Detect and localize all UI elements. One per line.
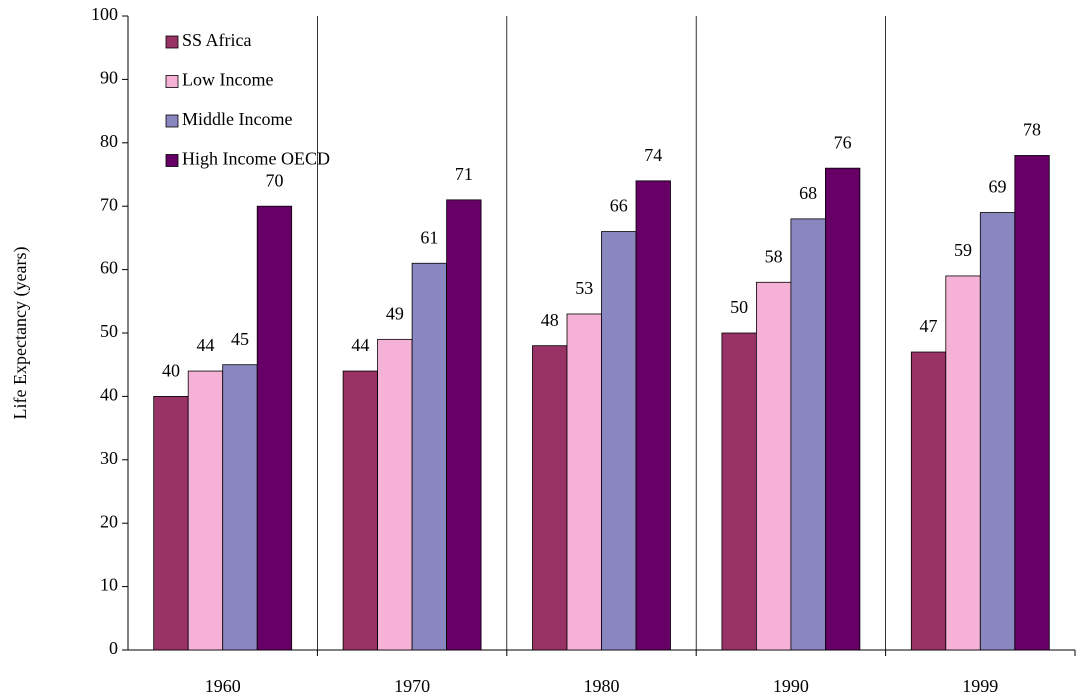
data-label: 45: [231, 329, 249, 349]
legend-label: SS Africa: [182, 30, 252, 50]
data-label: 47: [920, 316, 938, 336]
x-tick-label: 1980: [584, 676, 620, 696]
y-axis-label: Life Expectancy (years): [10, 247, 31, 420]
legend-label: High Income OECD: [182, 149, 330, 169]
y-tick-label: 80: [100, 131, 118, 151]
data-label: 66: [610, 196, 628, 216]
y-tick-label: 30: [100, 448, 118, 468]
y-tick-label: 0: [109, 638, 118, 658]
y-tick-label: 100: [91, 4, 118, 24]
bar: [446, 199, 482, 651]
data-label: 50: [730, 297, 748, 317]
bar: [756, 281, 792, 651]
x-tick-label: 1960: [205, 676, 241, 696]
data-label: 44: [196, 335, 214, 355]
bar: [1014, 155, 1050, 651]
data-label: 40: [162, 361, 180, 381]
bar: [411, 262, 448, 651]
data-label: 44: [351, 335, 369, 355]
bar: [601, 231, 637, 651]
y-tick-label: 50: [100, 321, 118, 341]
bar: [635, 180, 671, 651]
data-label: 53: [575, 278, 593, 298]
data-label: 74: [644, 145, 662, 165]
data-label: 61: [420, 227, 438, 247]
bar: [342, 370, 379, 651]
legend-swatch: [165, 75, 179, 88]
data-label: 68: [799, 183, 817, 203]
bar: [222, 364, 258, 651]
legend-swatch: [165, 35, 179, 49]
bar: [532, 345, 568, 651]
x-tick-label: 1970: [394, 676, 430, 696]
legend-label: Middle Income: [182, 109, 292, 129]
bar: [979, 212, 1016, 651]
data-label: 69: [989, 177, 1007, 197]
bar: [256, 205, 293, 651]
y-tick-label: 60: [100, 258, 118, 278]
y-tick-label: 20: [100, 511, 118, 531]
bar: [377, 338, 413, 651]
y-tick-label: 70: [100, 194, 118, 214]
bar: [721, 332, 757, 651]
bar: [825, 167, 861, 651]
y-tick-label: 40: [100, 385, 118, 405]
bar: [910, 351, 947, 651]
data-label: 49: [386, 303, 404, 323]
data-label: 71: [455, 164, 473, 184]
data-label: 58: [765, 246, 783, 266]
legend-swatch: [165, 154, 179, 167]
legend-label: Low Income: [182, 70, 273, 90]
bar: [945, 275, 981, 651]
data-label: 76: [834, 132, 852, 152]
legend-swatch: [165, 114, 179, 128]
bar: [790, 218, 826, 651]
data-label: 78: [1023, 120, 1041, 140]
bar: [566, 313, 602, 651]
y-tick-label: 90: [100, 68, 118, 88]
data-label: 70: [265, 170, 283, 190]
data-label: 48: [541, 310, 559, 330]
y-tick-label: 10: [100, 575, 118, 595]
bar: [153, 395, 189, 651]
x-tick-label: 1999: [962, 676, 998, 696]
data-label: 59: [954, 240, 972, 260]
x-tick-label: 1990: [773, 676, 809, 696]
bar: [187, 370, 224, 651]
